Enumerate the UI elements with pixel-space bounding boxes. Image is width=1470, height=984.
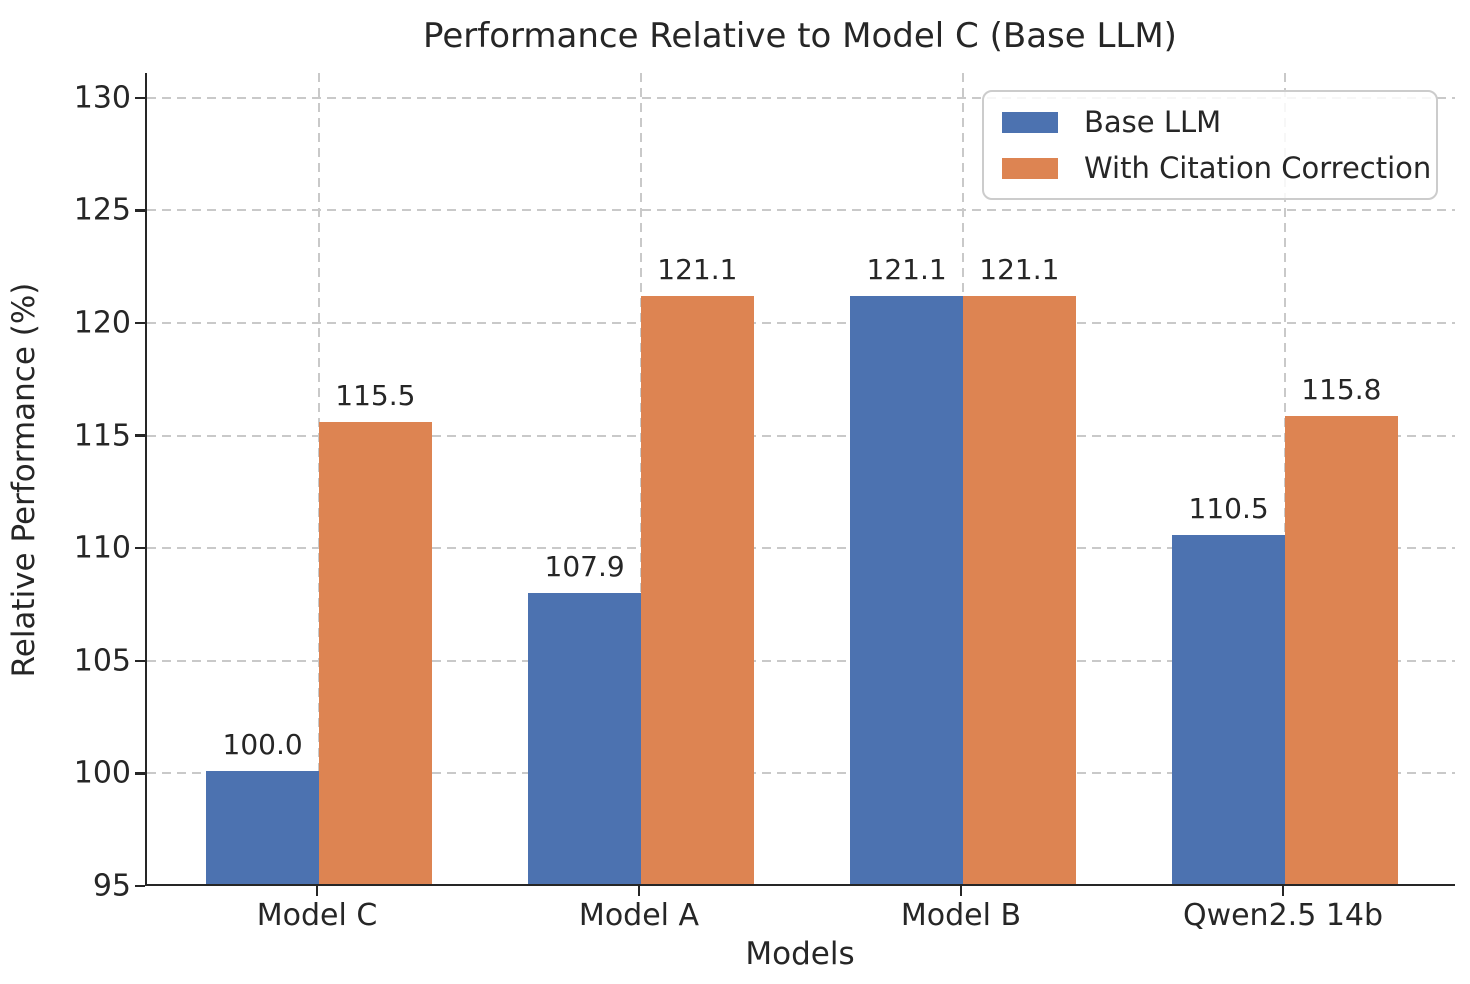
y-tick-100 [135, 772, 145, 775]
gridline-y-115 [147, 434, 1455, 437]
x-tick-model-b [959, 886, 963, 896]
legend-item-base-llm: Base LLM [1002, 105, 1418, 139]
bar-base-llm-qwen2-5-14b [1172, 534, 1285, 884]
bar-with-citation-correction-qwen2-5-14b [1285, 415, 1398, 884]
bar-value-with-citation-correction-qwen2-5-14b: 115.8 [1301, 372, 1382, 406]
x-tick-label-model-b: Model B [900, 898, 1022, 933]
x-tick-label-qwen2-5-14b: Qwen2.5 14b [1182, 898, 1384, 933]
y-tick-110 [135, 546, 145, 550]
legend-swatch-with-citation-correction [1002, 157, 1058, 179]
legend-label-base-llm: Base LLM [1084, 105, 1222, 139]
y-tick-label-120: 120 [73, 305, 131, 341]
bar-value-base-llm-qwen2-5-14b: 110.5 [1188, 491, 1269, 525]
bar-value-with-citation-correction-model-c: 115.5 [335, 379, 416, 413]
legend-swatch-base-llm [1002, 111, 1058, 133]
y-tick-label-105: 105 [73, 643, 131, 679]
y-tick-105 [135, 659, 145, 663]
y-tick-115 [135, 434, 145, 437]
bar-with-citation-correction-model-a [641, 296, 754, 884]
gridline-y-125 [147, 209, 1455, 212]
bar-base-llm-model-a [528, 593, 641, 884]
y-tick-label-110: 110 [73, 530, 131, 566]
x-tick-model-c [315, 886, 319, 896]
x-tick-label-model-c: Model C [256, 898, 378, 933]
y-tick-label-115: 115 [73, 418, 131, 454]
bar-value-base-llm-model-b: 121.1 [866, 253, 947, 287]
bar-value-with-citation-correction-model-b: 121.1 [979, 253, 1060, 287]
y-tick-95 [135, 884, 145, 888]
bar-value-base-llm-model-c: 100.0 [222, 728, 303, 762]
bar-base-llm-model-b [850, 296, 963, 884]
legend: Base LLM With Citation Correction [982, 90, 1438, 200]
x-tick-label-model-a: Model A [578, 898, 700, 933]
gridline-y-110 [147, 547, 1455, 550]
gridline-y-100 [147, 772, 1455, 775]
y-tick-label-100: 100 [73, 755, 131, 791]
bar-value-with-citation-correction-model-a: 121.1 [657, 253, 738, 287]
x-axis-label: Models [745, 936, 855, 972]
bar-value-base-llm-model-a: 107.9 [544, 550, 625, 584]
bar-with-citation-correction-model-b [963, 296, 1076, 884]
y-tick-label-130: 130 [73, 80, 131, 116]
y-tick-125 [135, 209, 145, 212]
gridline-y-130 [147, 96, 1455, 99]
x-tick-model-a [637, 886, 641, 896]
legend-label-with-citation-correction: With Citation Correction [1084, 151, 1432, 185]
y-tick-label-125: 125 [73, 192, 131, 228]
chart-title: Performance Relative to Model C (Base LL… [423, 16, 1177, 56]
bar-with-citation-correction-model-c [319, 422, 432, 884]
y-axis-label: Relative Performance (%) [6, 282, 42, 678]
y-tick-120 [135, 321, 145, 325]
gridline-y-120 [147, 321, 1455, 324]
gridline-y-105 [147, 659, 1455, 662]
y-tick-130 [135, 96, 145, 100]
bar-base-llm-model-c [206, 771, 319, 884]
plot-area: 100.0 107.9 121.1 110.5 115.5 121.1 121.1 115.8 [145, 73, 1455, 886]
x-tick-qwen2-5-14b [1281, 886, 1285, 896]
legend-item-with-citation-correction: With Citation Correction [1002, 151, 1431, 185]
y-tick-label-95: 95 [92, 868, 131, 904]
